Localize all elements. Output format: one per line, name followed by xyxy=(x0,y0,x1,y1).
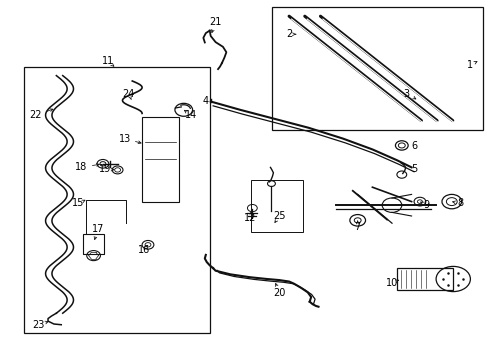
Bar xyxy=(83,234,104,254)
Text: 5: 5 xyxy=(411,164,417,174)
Text: 10: 10 xyxy=(386,278,398,288)
Text: 4: 4 xyxy=(203,96,209,106)
Text: 8: 8 xyxy=(458,198,464,208)
Text: 21: 21 xyxy=(209,17,222,27)
Text: 13: 13 xyxy=(119,134,131,144)
Text: 22: 22 xyxy=(29,110,42,120)
Text: 14: 14 xyxy=(185,110,197,120)
Text: 25: 25 xyxy=(273,211,286,221)
Bar xyxy=(397,268,453,290)
Text: 20: 20 xyxy=(273,288,286,298)
Text: 15: 15 xyxy=(72,198,85,208)
Bar xyxy=(272,7,483,130)
Text: 2: 2 xyxy=(286,29,292,39)
Text: 17: 17 xyxy=(92,224,104,234)
Text: 23: 23 xyxy=(32,320,45,330)
Bar xyxy=(251,180,303,232)
Text: 19: 19 xyxy=(99,164,111,174)
Text: 3: 3 xyxy=(404,89,410,99)
Text: 18: 18 xyxy=(74,162,87,172)
Bar xyxy=(142,117,179,202)
Text: 7: 7 xyxy=(355,222,361,232)
Bar xyxy=(24,67,210,333)
Text: 1: 1 xyxy=(467,60,473,70)
Text: 9: 9 xyxy=(423,200,429,210)
Text: 6: 6 xyxy=(411,141,417,151)
Text: 12: 12 xyxy=(244,213,256,223)
Text: 16: 16 xyxy=(138,245,151,255)
Text: 24: 24 xyxy=(122,89,135,99)
Text: 11: 11 xyxy=(102,56,114,66)
